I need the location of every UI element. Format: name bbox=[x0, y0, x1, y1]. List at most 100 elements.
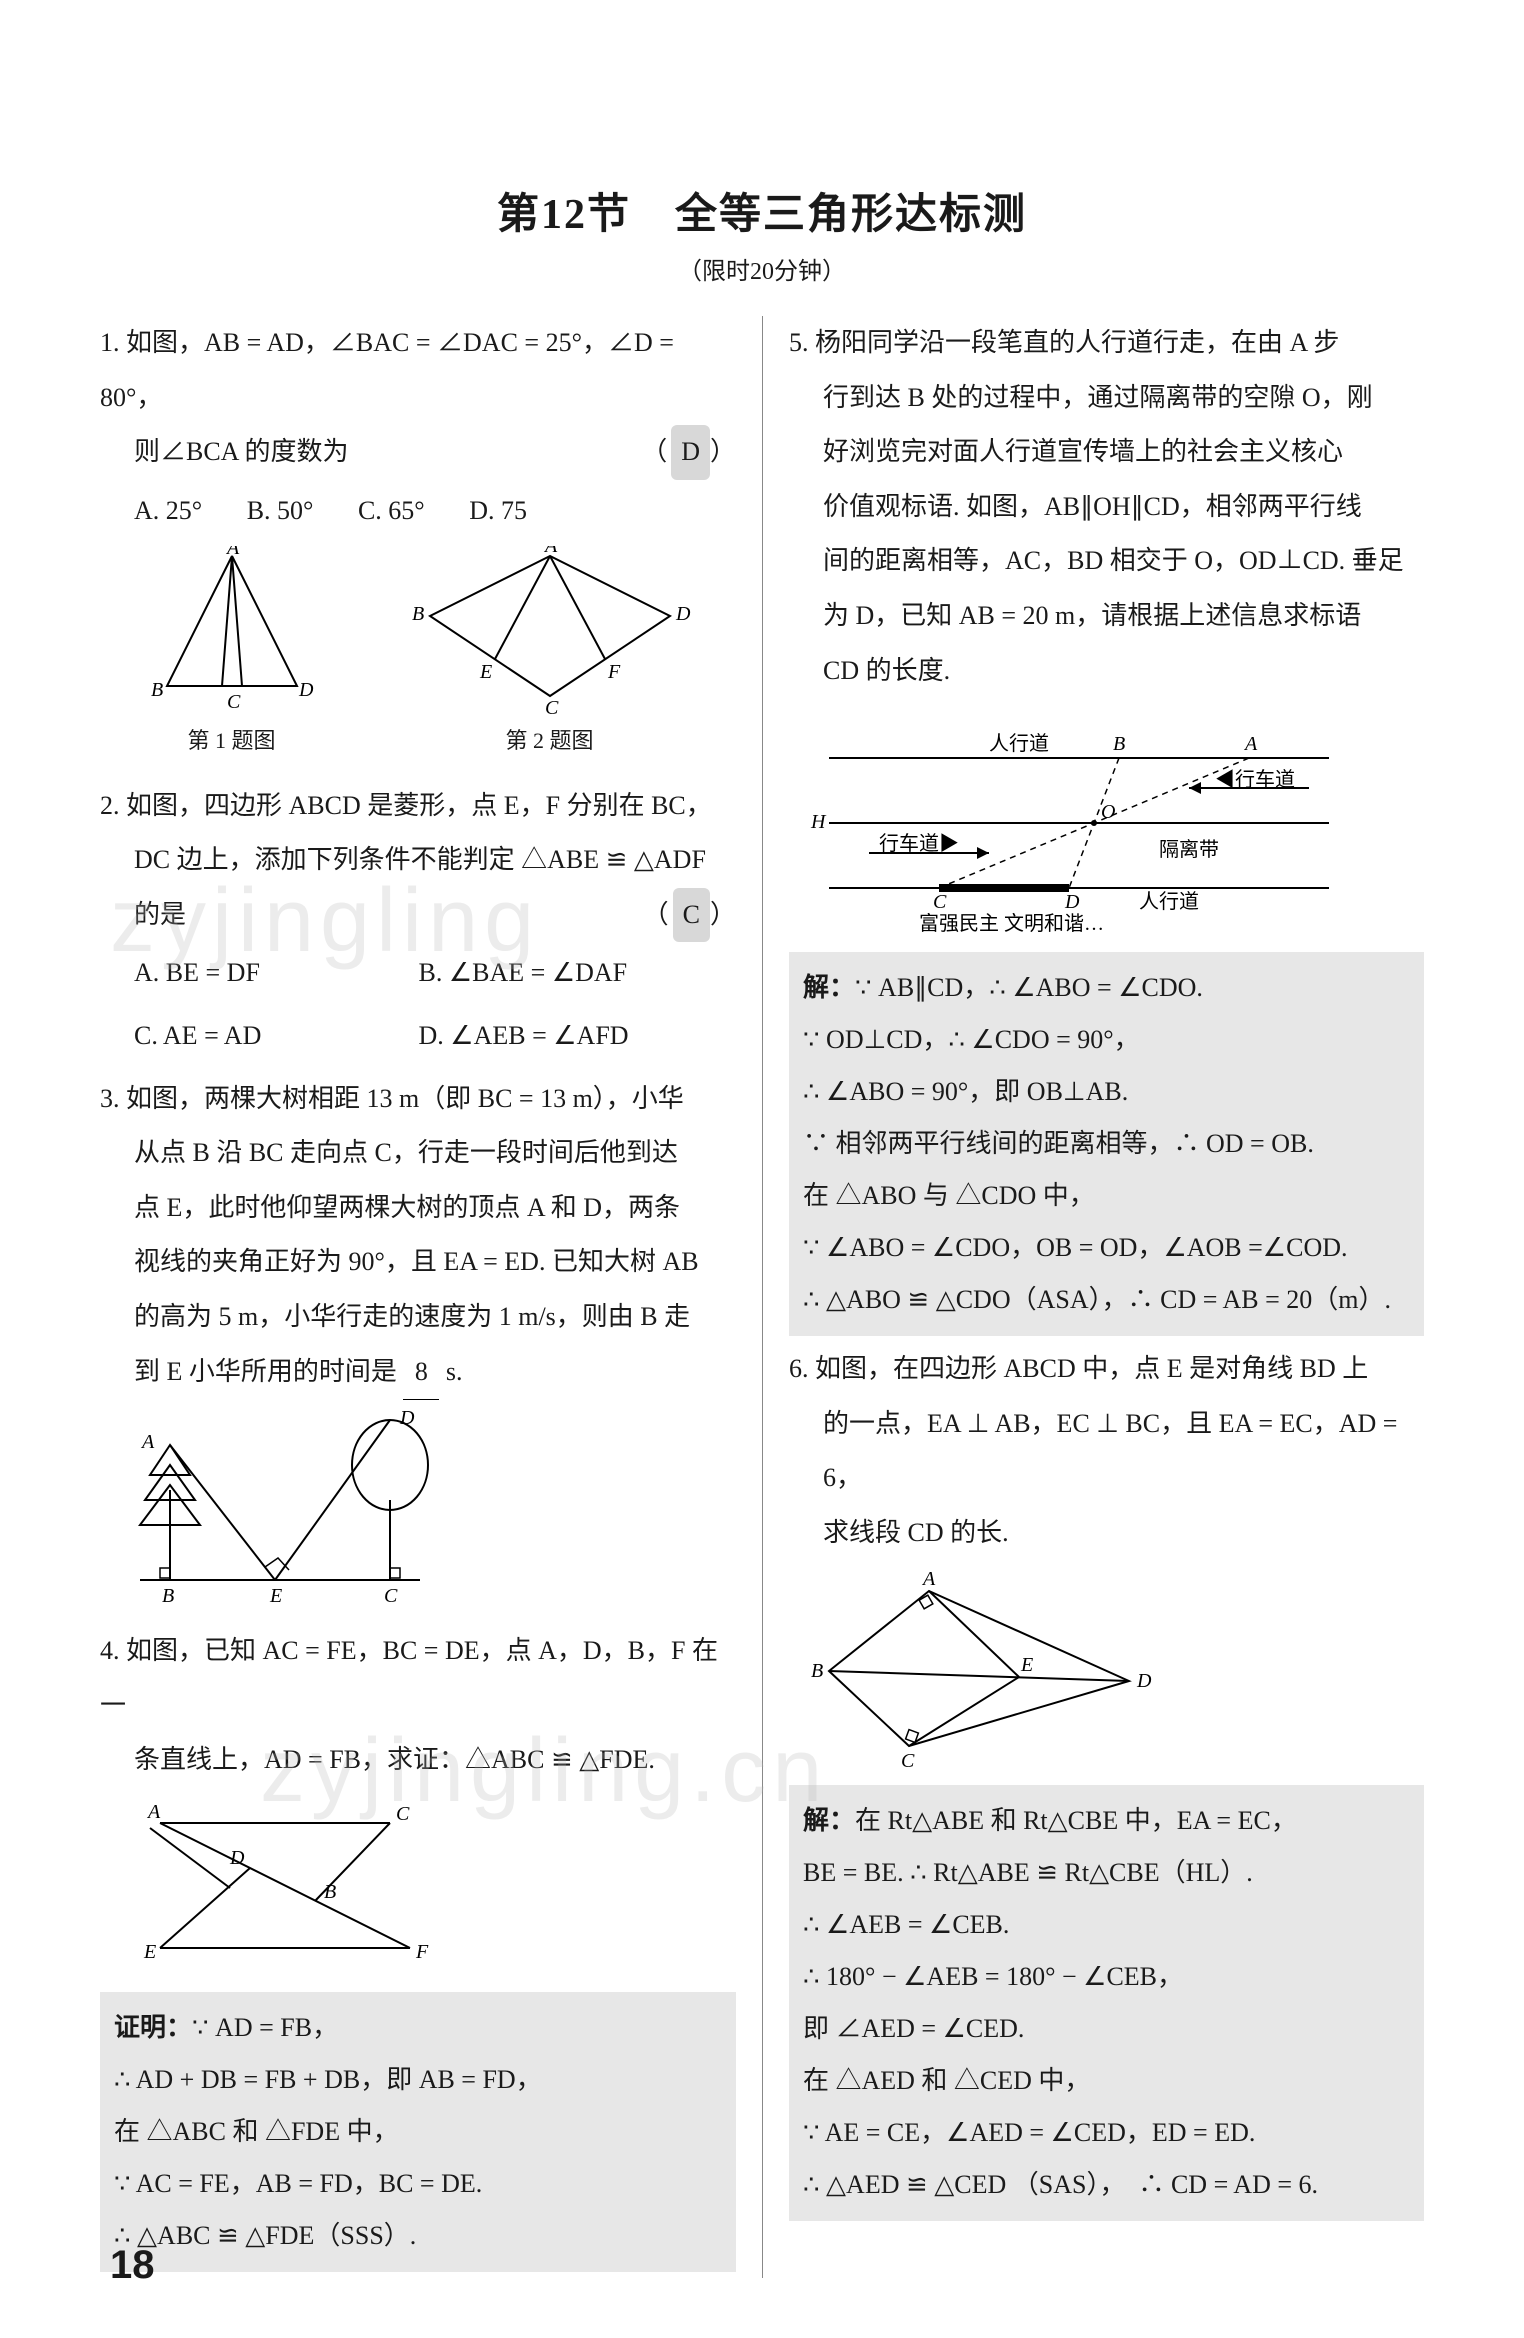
q3-l1: 3. 如图，两棵大树相距 13 m（即 BC = 13 m），小华 bbox=[100, 1072, 736, 1127]
column-left: 1. 如图，AB = AD，∠BAC = ∠DAC = 25°，∠D = 80°… bbox=[100, 316, 762, 2278]
q1-answer: D bbox=[671, 425, 710, 480]
q5-l4: 价值观标语. 如图，AB∥OH∥CD，相邻两平行线 bbox=[789, 480, 1424, 535]
q3-C: C bbox=[384, 1585, 398, 1607]
q2-optA: A. BE = DF bbox=[134, 946, 374, 1001]
q1-optD: D. 75 bbox=[469, 484, 527, 539]
q6-E: E bbox=[1020, 1654, 1033, 1676]
q5-l7: CD 的长度. bbox=[789, 644, 1424, 699]
q4-C: C bbox=[396, 1803, 410, 1825]
q1-optB: B. 50° bbox=[247, 484, 314, 539]
q3-D: D bbox=[399, 1410, 415, 1429]
q4-proof-lead: 证明： bbox=[114, 2013, 192, 2042]
q5-figure-svg: 人行道 B A H ◀行车道 行车道▶ O 隔离带 C D 人行道 富强民主 文… bbox=[789, 708, 1349, 938]
question-1: 1. 如图，AB = AD，∠BAC = ∠DAC = 25°，∠D = 80°… bbox=[100, 316, 736, 765]
q5-H: H bbox=[810, 811, 827, 833]
q5-A: A bbox=[1243, 733, 1258, 755]
q2-line1: 2. 如图，四边形 ABCD 是菱形，点 E，F 分别在 BC， bbox=[100, 779, 736, 834]
q3-E: E bbox=[269, 1585, 282, 1607]
q3-B: B bbox=[162, 1585, 174, 1607]
q4-p4: ∵ AC = FE，AB = FD，BC = DE. bbox=[114, 2158, 722, 2210]
q4-p2: ∴ AD + DB = FB + DB，即 AB = FD， bbox=[114, 2054, 722, 2106]
page-subtitle: （限时20分钟） bbox=[100, 251, 1424, 286]
q4-A: A bbox=[146, 1801, 161, 1823]
q4-l2: 条直线上，AD = FB，求证：△ABC ≌ △FDE. bbox=[100, 1733, 736, 1788]
q6-s1: 在 Rt△ABE 和 Rt△CBE 中，EA = EC， bbox=[855, 1806, 1297, 1835]
q3-l6a: 到 E 小华所用的时间是 bbox=[134, 1357, 397, 1386]
paren-close: ） bbox=[710, 437, 736, 466]
q3-l6: 到 E 小华所用的时间是 8 s. bbox=[100, 1345, 736, 1401]
q6-s7: ∵ AE = CE，∠AED = ∠CED，ED = ED. bbox=[803, 2107, 1410, 2159]
q6-s2: BE = BE. ∴ Rt△ABE ≌ Rt△CBE（HL）. bbox=[803, 1847, 1410, 1899]
paren-close-2: ） bbox=[710, 900, 736, 929]
q6-D: D bbox=[1136, 1670, 1152, 1692]
q2-figure: A B C D E F 第 2 题图 bbox=[400, 546, 700, 764]
q5-s7: ∴ △ABO ≌ △CDO（ASA），∴ CD = AB = 20（m）. bbox=[803, 1274, 1410, 1326]
q6-figure-svg: A B C D E bbox=[789, 1571, 1169, 1771]
q5-B: B bbox=[1113, 733, 1125, 755]
q5-l3: 好浏览完对面人行道宣传墙上的社会主义核心 bbox=[789, 425, 1424, 480]
q4-proof: 证明：∵ AD = FB， ∴ AD + DB = FB + DB，即 AB =… bbox=[100, 1992, 736, 2272]
q5-median: 隔离带 bbox=[1159, 838, 1219, 861]
q6-B: B bbox=[811, 1660, 823, 1682]
paren-open-2: （ bbox=[643, 900, 669, 929]
q2-optC: C. AE = AD bbox=[134, 1009, 374, 1064]
q6-s5: 即 ∠AED = ∠CED. bbox=[803, 2003, 1410, 2055]
q1-line2: 则∠BCA 的度数为 （D） bbox=[100, 425, 736, 480]
q4-p5: ∴ △ABC ≌ △FDE（SSS）. bbox=[114, 2210, 722, 2262]
column-right: 5. 杨阳同学沿一段笔直的人行道行走，在由 A 步 行到达 B 处的过程中，通过… bbox=[762, 316, 1424, 2278]
q4-F: F bbox=[415, 1941, 429, 1963]
q5-l5: 间的距离相等，AC，BD 相交于 O，OD⊥CD. 垂足 bbox=[789, 534, 1424, 589]
q4-figure-svg: A C D B E F bbox=[100, 1798, 460, 1978]
lbl2-D: D bbox=[675, 603, 691, 625]
q5-s5: 在 △ABO 与 △CDO 中， bbox=[803, 1170, 1410, 1222]
q6-s8: ∴ △AED ≌ △CED （SAS）， ∴ CD = AD = 6. bbox=[803, 2159, 1410, 2211]
q3-l3: 点 E，此时他仰望两棵大树的顶点 A 和 D，两条 bbox=[100, 1181, 736, 1236]
q2-answer-wrap: （C） bbox=[643, 888, 736, 943]
q5-drive2: 行车道▶ bbox=[879, 832, 959, 855]
q2-options-1: A. BE = DF B. ∠BAE = ∠DAF bbox=[134, 946, 736, 1001]
lbl2-A: A bbox=[543, 546, 558, 557]
q3-l5: 的高为 5 m，小华行走的速度为 1 m/s，则由 B 走 bbox=[100, 1290, 736, 1345]
q5-sol-lead: 解： bbox=[803, 973, 855, 1002]
columns: 1. 如图，AB = AD，∠BAC = ∠DAC = 25°，∠D = 80°… bbox=[100, 316, 1424, 2278]
q1-line1: 1. 如图，AB = AD，∠BAC = ∠DAC = 25°，∠D = 80°… bbox=[100, 316, 736, 425]
question-5: 5. 杨阳同学沿一段笔直的人行道行走，在由 A 步 行到达 B 处的过程中，通过… bbox=[789, 316, 1424, 1336]
q6-A: A bbox=[921, 1571, 936, 1590]
q4-B: B bbox=[324, 1881, 336, 1903]
q5-l2: 行到达 B 处的过程中，通过隔离带的空隙 O，刚 bbox=[789, 371, 1424, 426]
lbl2-E: E bbox=[479, 661, 492, 683]
page: zyjingling zyjingling.cn 第12节 全等三角形达标测 （… bbox=[0, 0, 1524, 2338]
lbl-C: C bbox=[227, 691, 241, 713]
q4-p3: 在 △ABC 和 △FDE 中， bbox=[114, 2106, 722, 2158]
q5-s4: ∵ 相邻两平行线间的距离相等，∴ OD = OB. bbox=[803, 1118, 1410, 1170]
lbl-D: D bbox=[298, 679, 314, 701]
q6-s4: ∴ 180° − ∠AEB = 180° − ∠CEB， bbox=[803, 1951, 1410, 2003]
q5-figure: 人行道 B A H ◀行车道 行车道▶ O 隔离带 C D 人行道 富强民主 文… bbox=[789, 708, 1424, 938]
q6-solution: 解：在 Rt△ABE 和 Rt△CBE 中，EA = EC， BE = BE. … bbox=[789, 1785, 1424, 2221]
q4-E: E bbox=[143, 1941, 156, 1963]
q6-l1: 6. 如图，在四边形 ABCD 中，点 E 是对角线 BD 上 bbox=[789, 1342, 1424, 1397]
question-2: 2. 如图，四边形 ABCD 是菱形，点 E，F 分别在 BC， DC 边上，添… bbox=[100, 779, 736, 1064]
q1-q2-figures: A B C D 第 1 题图 A B bbox=[100, 546, 736, 764]
q4-l1: 4. 如图，已知 AC = FE，BC = DE，点 A，D，B，F 在一 bbox=[100, 1624, 736, 1733]
question-3: 3. 如图，两棵大树相距 13 m（即 BC = 13 m），小华 从点 B 沿… bbox=[100, 1072, 736, 1611]
q3-figure: A D B E C bbox=[100, 1410, 736, 1610]
q2-line2: DC 边上，添加下列条件不能判定 △ABE ≌ △ADF bbox=[100, 833, 736, 888]
question-6: 6. 如图，在四边形 ABCD 中，点 E 是对角线 BD 上 的一点，EA ⊥… bbox=[789, 1342, 1424, 2220]
q5-bottom: 人行道 bbox=[1139, 890, 1199, 913]
lbl2-F: F bbox=[607, 661, 621, 683]
q1-caption: 第 1 题图 bbox=[137, 718, 327, 764]
q6-figure: A B C D E bbox=[789, 1571, 1424, 1771]
q6-l3: 求线段 CD 的长. bbox=[789, 1506, 1424, 1561]
q2-line3: 的是 （C） bbox=[100, 888, 736, 943]
q5-s1: ∵ AB∥CD，∴ ∠ABO = ∠CDO. bbox=[855, 973, 1203, 1002]
q3-blank: 8 bbox=[403, 1345, 439, 1401]
q3-figure-svg: A D B E C bbox=[100, 1410, 460, 1610]
q1-figure: A B C D 第 1 题图 bbox=[137, 546, 327, 764]
q2-figure-svg: A B C D E F bbox=[400, 546, 700, 716]
q3-l2: 从点 B 沿 BC 走向点 C，行走一段时间后他到达 bbox=[100, 1126, 736, 1181]
q5-solution: 解：∵ AB∥CD，∴ ∠ABO = ∠CDO. ∵ OD⊥CD，∴ ∠CDO … bbox=[789, 952, 1424, 1336]
q1-figure-svg: A B C D bbox=[137, 546, 327, 716]
q6-s6: 在 △AED 和 △CED 中， bbox=[803, 2055, 1410, 2107]
lbl-A: A bbox=[225, 546, 240, 559]
